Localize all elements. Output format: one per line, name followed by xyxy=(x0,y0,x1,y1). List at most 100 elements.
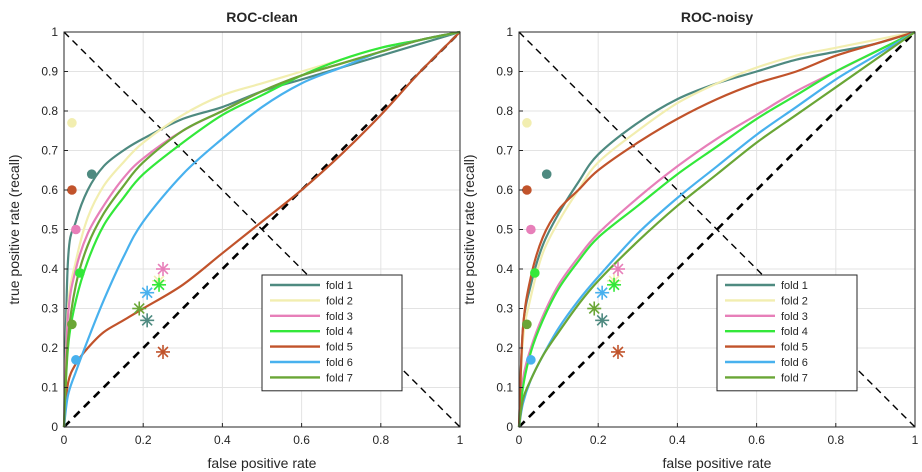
operating-point-star xyxy=(152,277,167,292)
legend-box xyxy=(716,274,858,392)
operating-point-star xyxy=(607,277,622,292)
operating-point-dot xyxy=(71,355,81,365)
chart-roc-clean: 0 0.2 0.4 0.6 0.8 1 0 0.1 0.2 0.3 0.4 0.5 0.6 0.7 0.8 0… xyxy=(6,9,464,471)
chance-diagonal-line xyxy=(63,31,461,428)
legend-label: fold 6 xyxy=(781,357,808,369)
y-tick-label: 0.9 xyxy=(41,65,58,79)
legend-label: fold 1 xyxy=(781,280,808,292)
chart-title: ROC-clean xyxy=(226,9,298,25)
x-tick-label: 0.4 xyxy=(669,433,686,447)
legend: fold 1 fold 2 fold 3 fold 4 fold 5 fold 6 fold… xyxy=(261,274,403,392)
y-tick-label: 0.8 xyxy=(496,104,513,118)
x-tick-label: 0.2 xyxy=(590,433,607,447)
legend-label: fold 2 xyxy=(326,295,353,307)
tick-labels: 0 0.2 0.4 0.6 0.8 1 0 0.1 0.2 0.3 0.4 0.5 0.6 0.7 0.8 0… xyxy=(41,25,463,447)
legend-label: fold 3 xyxy=(781,311,808,323)
operating-point-star xyxy=(140,285,155,300)
axes-box xyxy=(63,31,461,428)
x-tick-label: 0.2 xyxy=(135,433,152,447)
operating-point-markers xyxy=(522,118,625,365)
operating-point-dot xyxy=(75,268,85,278)
roc-curve-fold-2 xyxy=(517,30,916,428)
operating-point-dot xyxy=(67,118,77,128)
operating-point-star xyxy=(595,313,610,328)
y-tick-label: 0.7 xyxy=(41,144,58,158)
operating-point-dot xyxy=(541,169,552,179)
roc-curve-fold-7 xyxy=(517,31,916,428)
x-tick-label: 0.8 xyxy=(372,433,389,447)
operating-point-dot xyxy=(522,319,532,330)
y-tick-label: 0.3 xyxy=(41,302,58,316)
roc-curve-fold-4 xyxy=(517,31,916,428)
x-tick-label: 0.6 xyxy=(293,433,310,447)
operating-point-star xyxy=(140,313,155,328)
y-tick-label: 0 xyxy=(506,420,513,434)
y-tick-label: 0.9 xyxy=(496,65,513,79)
y-tick-label: 0.6 xyxy=(496,183,513,197)
x-tick-label: 0.4 xyxy=(214,433,231,447)
legend-entry: fold 4 xyxy=(725,326,808,338)
legend-entry: fold 5 xyxy=(270,342,353,354)
legend-label: fold 2 xyxy=(781,295,808,307)
y-tick-label: 0 xyxy=(51,420,58,434)
legend-entry: fold 5 xyxy=(725,342,808,354)
legend-entry: fold 3 xyxy=(725,311,808,323)
y-tick-label: 0.2 xyxy=(41,341,58,355)
axes-frame xyxy=(518,31,916,428)
legend-box xyxy=(261,274,403,392)
x-axis-label: false positive rate xyxy=(663,455,772,471)
legend-label: fold 4 xyxy=(781,326,808,338)
y-tick-label: 0.3 xyxy=(496,302,513,316)
reference-lines xyxy=(63,31,461,428)
reference-lines xyxy=(518,31,916,428)
legend-entry: fold 4 xyxy=(270,326,353,338)
x-axis-label: false positive rate xyxy=(208,455,317,471)
legend-label: fold 3 xyxy=(326,311,353,323)
y-axis-label: true positive rate (recall) xyxy=(461,154,477,304)
y-tick-label: 0.2 xyxy=(496,341,513,355)
operating-point-dot xyxy=(86,169,97,179)
x-tick-label: 1 xyxy=(912,433,919,447)
legend-entry: fold 7 xyxy=(270,372,353,384)
legend-label: fold 5 xyxy=(781,342,808,354)
legend-entry: fold 6 xyxy=(725,357,808,369)
roc-curve-fold-1 xyxy=(62,30,461,428)
legend-entry: fold 1 xyxy=(270,280,353,292)
legend-label: fold 5 xyxy=(326,342,353,354)
legend-entry: fold 2 xyxy=(270,295,353,307)
operating-point-dot xyxy=(526,355,536,365)
legend-entry: fold 3 xyxy=(270,311,353,323)
operating-point-star xyxy=(587,301,602,316)
operating-point-dot xyxy=(526,224,536,235)
y-tick-label: 0.7 xyxy=(496,144,513,158)
legend-entry: fold 6 xyxy=(270,357,353,369)
y-tick-label: 0.5 xyxy=(496,223,513,237)
legend-label: fold 4 xyxy=(326,326,353,338)
operating-point-dot xyxy=(67,185,77,195)
y-axis-label: true positive rate (recall) xyxy=(6,154,22,304)
axes-box xyxy=(518,31,916,428)
x-tick-label: 1 xyxy=(457,433,464,447)
legend-label: fold 7 xyxy=(781,372,808,384)
legend-entry: fold 1 xyxy=(725,280,808,292)
chance-diagonal-line xyxy=(518,31,916,428)
equal-error-line xyxy=(63,31,461,428)
operating-point-markers xyxy=(67,118,170,365)
operating-point-star xyxy=(132,301,147,316)
y-tick-label: 0.4 xyxy=(41,262,58,276)
x-tick-label: 0 xyxy=(61,433,68,447)
y-tick-label: 0.1 xyxy=(41,381,58,395)
x-tick-label: 0.8 xyxy=(827,433,844,447)
legend-entry: fold 7 xyxy=(725,372,808,384)
operating-point-star xyxy=(595,285,610,300)
x-tick-label: 0.6 xyxy=(748,433,765,447)
operating-point-dot xyxy=(71,224,81,235)
axes-frame xyxy=(63,31,461,428)
operating-point-star xyxy=(611,262,625,276)
legend-label: fold 6 xyxy=(326,357,353,369)
operating-point-dot xyxy=(67,319,77,330)
legend-label: fold 1 xyxy=(326,280,353,292)
operating-point-star xyxy=(156,344,170,359)
roc-curve-fold-1 xyxy=(517,30,916,428)
y-tick-label: 1 xyxy=(506,25,513,39)
